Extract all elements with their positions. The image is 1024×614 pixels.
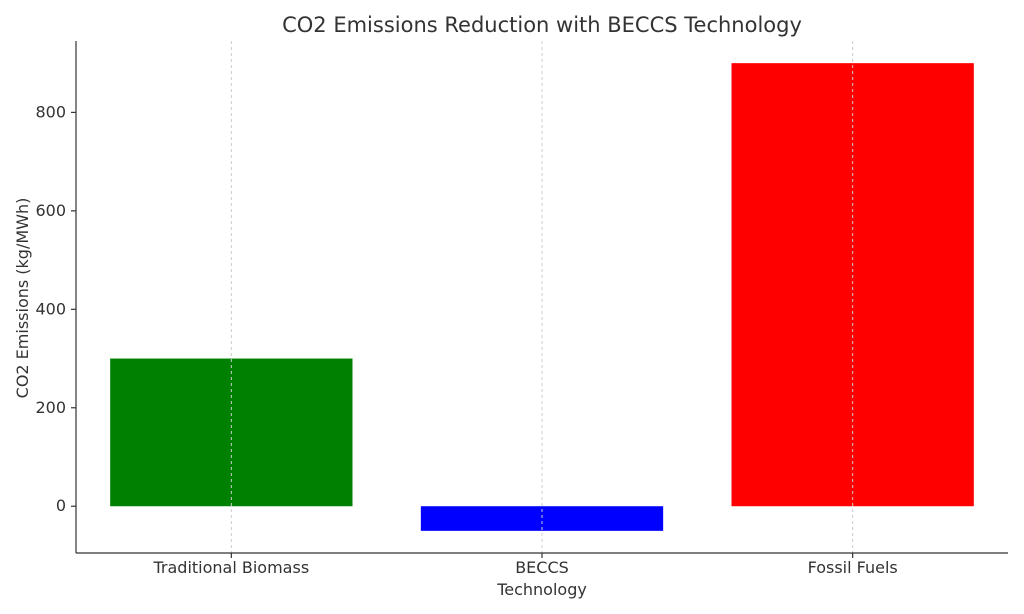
tick-layer: 0 200 400 600 800 Traditional Biomass BECCS Fos… <box>35 102 897 577</box>
x-tick-label: Fossil Fuels <box>808 558 898 577</box>
x-tick-label: Traditional Biomass <box>152 558 309 577</box>
x-axis-label: Technology <box>496 580 587 599</box>
chart-title: CO2 Emissions Reduction with BECCS Techn… <box>282 13 802 37</box>
x-tick-label: BECCS <box>515 558 569 577</box>
y-tick-label: 400 <box>35 299 66 318</box>
y-tick-label: 0 <box>56 496 66 515</box>
y-tick-label: 800 <box>35 102 66 121</box>
y-tick-label: 200 <box>35 398 66 417</box>
y-axis-label: CO2 Emissions (kg/MWh) <box>13 198 32 399</box>
y-tick-label: 600 <box>35 201 66 220</box>
